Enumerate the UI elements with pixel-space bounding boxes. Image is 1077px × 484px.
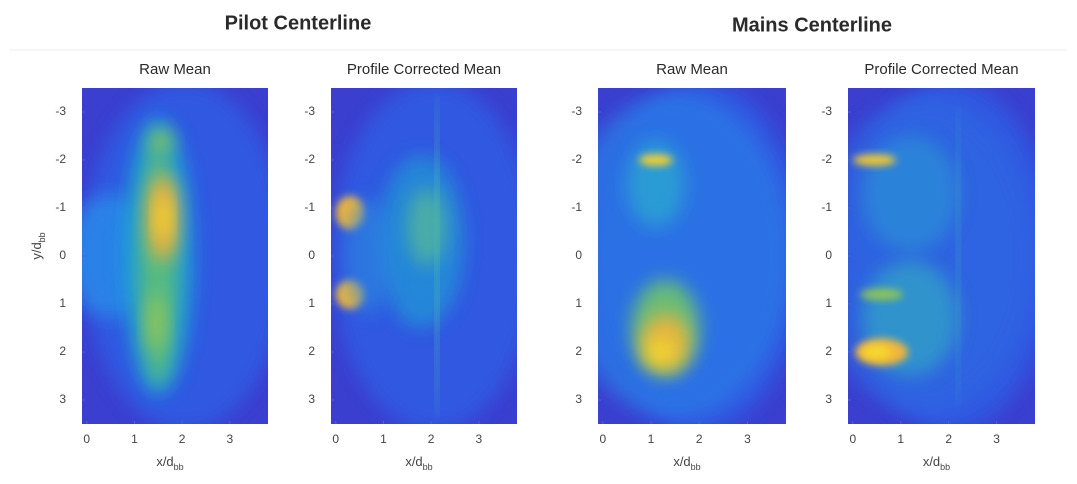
x-tick-label: 0 xyxy=(332,432,339,446)
y-tick-label: 2 xyxy=(59,344,66,358)
intensity-region xyxy=(627,141,685,227)
y-tick-label: -3 xyxy=(821,104,832,118)
panel-title: Profile Corrected Mean xyxy=(864,61,1018,78)
intensity-region xyxy=(156,196,170,239)
x-axis-label-main: x/d xyxy=(156,454,173,469)
panel-title: Raw Mean xyxy=(656,61,728,78)
y-tick-label: 0 xyxy=(59,248,66,262)
x-axis-label: x/dbb xyxy=(156,454,183,472)
intensity-region xyxy=(345,198,393,313)
intensity-region xyxy=(639,154,673,166)
y-tick-label: 2 xyxy=(575,344,582,358)
y-tick-label: 1 xyxy=(308,296,315,310)
y-tick-label: -1 xyxy=(821,200,832,214)
x-tick-label: 0 xyxy=(849,432,856,446)
y-tick-label: -3 xyxy=(304,104,315,118)
x-tick-label: 2 xyxy=(945,432,952,446)
panel-title: Raw Mean xyxy=(139,61,211,78)
y-tick-label: 1 xyxy=(575,296,582,310)
y-tick-label: 3 xyxy=(575,392,582,406)
intensity-region xyxy=(146,294,165,352)
x-tick-label: 3 xyxy=(744,432,751,446)
y-tick-label: 0 xyxy=(825,248,832,262)
y-tick-label: 3 xyxy=(59,392,66,406)
y-tick-label: -1 xyxy=(304,200,315,214)
y-tick-label: 0 xyxy=(575,248,582,262)
x-axis-label-main: x/d xyxy=(923,454,940,469)
heatmap-image xyxy=(559,81,805,430)
y-tick-label: 2 xyxy=(825,344,832,358)
x-axis-label-sub: bb xyxy=(423,462,433,472)
heatmap-image xyxy=(68,81,288,430)
figure: Pilot Centerline Mains Centerline Raw Me… xyxy=(0,0,1077,479)
x-tick-label: 1 xyxy=(897,432,904,446)
y-tick-label: 1 xyxy=(825,296,832,310)
x-tick-label: 2 xyxy=(179,432,186,446)
intensity-region xyxy=(860,289,903,301)
x-axis-label: x/dbb xyxy=(405,454,432,472)
intensity-region xyxy=(862,345,891,359)
x-axis-label-sub: bb xyxy=(940,462,950,472)
y-tick-label: 2 xyxy=(308,344,315,358)
group-title: Mains Centerline xyxy=(732,14,892,36)
y-tick-label: 0 xyxy=(308,248,315,262)
x-tick-label: 1 xyxy=(131,432,138,446)
y-tick-label: -2 xyxy=(571,152,582,166)
x-tick-label: 3 xyxy=(227,432,234,446)
x-tick-label: 1 xyxy=(648,432,655,446)
x-tick-label: 2 xyxy=(696,432,703,446)
panel: Profile Corrected Mean -3 -2 -1 0 1 2 3 0 1 2 3 x/db… xyxy=(304,61,536,472)
intensity-region xyxy=(149,129,173,153)
panel-title: Profile Corrected Mean xyxy=(347,61,501,78)
x-tick-label: 3 xyxy=(476,432,483,446)
y-axis-label: y/dbb xyxy=(29,232,47,259)
panel: Profile Corrected Mean -3 -2 -1 0 1 2 3 0 1 2 3 x/db… xyxy=(814,61,1054,472)
intensity-region xyxy=(862,136,958,251)
x-axis-label: x/dbb xyxy=(673,454,700,472)
x-tick-label: 2 xyxy=(428,432,435,446)
y-tick-label: -1 xyxy=(571,200,582,214)
y-tick-label: -2 xyxy=(821,152,832,166)
panel: Raw Mean -3 -2 -1 0 1 2 3 0 1 2 3 x/dbb xyxy=(559,61,805,472)
group-title: Pilot Centerline xyxy=(225,12,372,34)
intensity-region xyxy=(853,154,896,166)
x-tick-label: 0 xyxy=(83,432,90,446)
intensity-region xyxy=(435,93,438,419)
y-tick-label: -1 xyxy=(55,200,66,214)
y-tick-label: -3 xyxy=(55,104,66,118)
x-axis-label-sub: bb xyxy=(174,462,184,472)
x-tick-label: 3 xyxy=(993,432,1000,446)
y-tick-label: 3 xyxy=(308,392,315,406)
x-axis-label-sub: bb xyxy=(691,462,701,472)
x-tick-label: 1 xyxy=(380,432,387,446)
y-tick-label: 1 xyxy=(59,296,66,310)
x-tick-label: 0 xyxy=(599,432,606,446)
heatmap-image xyxy=(331,81,536,430)
intensity-region xyxy=(407,189,445,266)
intensity-region xyxy=(646,340,675,364)
y-tick-label: -3 xyxy=(571,104,582,118)
y-tick-label: -2 xyxy=(304,152,315,166)
y-tick-label: -2 xyxy=(55,152,66,166)
intensity-region xyxy=(957,102,960,409)
x-axis-label-main: x/d xyxy=(673,454,690,469)
y-tick-label: 3 xyxy=(825,392,832,406)
x-axis-label: x/dbb xyxy=(923,454,950,472)
y-axis-label-main: y/d xyxy=(29,242,44,259)
x-axis-label-main: x/d xyxy=(405,454,422,469)
y-axis-label-sub: bb xyxy=(37,232,47,242)
